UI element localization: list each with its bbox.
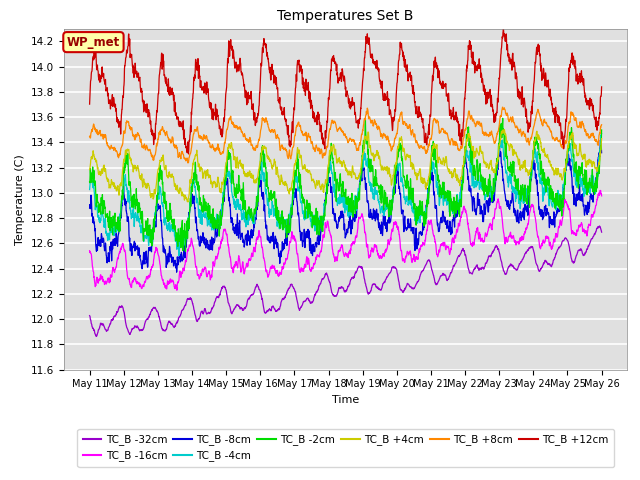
TC_B -8cm bbox=[596, 137, 604, 143]
Line: TC_B -8cm: TC_B -8cm bbox=[90, 140, 602, 272]
TC_B -2cm bbox=[598, 127, 605, 133]
TC_B -4cm bbox=[175, 253, 183, 259]
TC_B -2cm bbox=[567, 136, 575, 142]
Text: WP_met: WP_met bbox=[67, 36, 120, 48]
X-axis label: Time: Time bbox=[332, 395, 359, 405]
TC_B -16cm bbox=[494, 196, 502, 202]
TC_B -2cm bbox=[228, 168, 236, 173]
TC_B +8cm bbox=[228, 120, 236, 125]
TC_B +4cm bbox=[598, 136, 605, 142]
TC_B +8cm bbox=[360, 117, 368, 123]
TC_B +12cm bbox=[185, 151, 193, 157]
TC_B -32cm bbox=[228, 309, 236, 315]
TC_B -8cm bbox=[173, 269, 180, 275]
TC_B +8cm bbox=[86, 133, 93, 139]
TC_B +12cm bbox=[372, 62, 380, 68]
TC_B -32cm bbox=[567, 253, 575, 259]
Legend: TC_B -32cm, TC_B -16cm, TC_B -8cm, TC_B -4cm, TC_B -2cm, TC_B +4cm, TC_B +8cm, T: TC_B -32cm, TC_B -16cm, TC_B -8cm, TC_B … bbox=[77, 429, 614, 467]
TC_B -2cm bbox=[360, 146, 368, 152]
TC_B -4cm bbox=[567, 145, 575, 151]
TC_B -8cm bbox=[228, 222, 236, 228]
TC_B +4cm bbox=[184, 199, 192, 205]
Line: TC_B +8cm: TC_B +8cm bbox=[90, 107, 602, 163]
TC_B +8cm bbox=[494, 128, 502, 134]
Line: TC_B -2cm: TC_B -2cm bbox=[90, 118, 602, 252]
TC_B +4cm bbox=[86, 167, 93, 172]
TC_B +12cm bbox=[228, 48, 236, 53]
Line: TC_B -32cm: TC_B -32cm bbox=[90, 226, 602, 336]
TC_B +8cm bbox=[499, 104, 506, 110]
Line: TC_B -16cm: TC_B -16cm bbox=[90, 191, 602, 290]
TC_B -32cm bbox=[494, 246, 502, 252]
TC_B -4cm bbox=[598, 131, 605, 136]
TC_B -2cm bbox=[553, 193, 561, 199]
TC_B +12cm bbox=[567, 58, 575, 63]
TC_B -2cm bbox=[86, 179, 93, 185]
TC_B -4cm bbox=[228, 194, 236, 200]
TC_B +4cm bbox=[553, 170, 561, 176]
TC_B -2cm bbox=[494, 153, 502, 158]
TC_B -8cm bbox=[567, 163, 575, 168]
TC_B +4cm bbox=[228, 147, 236, 153]
TC_B -8cm bbox=[86, 205, 93, 211]
TC_B +12cm bbox=[553, 113, 561, 119]
TC_B +12cm bbox=[598, 84, 605, 90]
TC_B -4cm bbox=[372, 186, 380, 192]
TC_B +12cm bbox=[86, 101, 93, 107]
TC_B -8cm bbox=[553, 212, 561, 218]
TC_B -2cm bbox=[499, 115, 506, 121]
TC_B +8cm bbox=[184, 160, 192, 166]
Line: TC_B +4cm: TC_B +4cm bbox=[90, 130, 602, 202]
TC_B +8cm bbox=[553, 136, 561, 142]
TC_B -16cm bbox=[598, 193, 605, 199]
TC_B +4cm bbox=[372, 154, 380, 160]
TC_B -2cm bbox=[182, 249, 189, 254]
TC_B -4cm bbox=[86, 187, 93, 192]
TC_B +8cm bbox=[567, 109, 575, 115]
TC_B -32cm bbox=[553, 250, 561, 255]
TC_B -16cm bbox=[372, 244, 380, 250]
TC_B -16cm bbox=[86, 248, 93, 253]
TC_B -16cm bbox=[360, 222, 368, 228]
TC_B +4cm bbox=[494, 154, 502, 159]
TC_B -16cm bbox=[553, 232, 561, 238]
TC_B +12cm bbox=[494, 94, 502, 100]
TC_B -32cm bbox=[598, 229, 605, 235]
TC_B -16cm bbox=[173, 288, 180, 293]
TC_B -32cm bbox=[360, 276, 368, 281]
TC_B -8cm bbox=[360, 168, 368, 174]
TC_B +4cm bbox=[360, 138, 368, 144]
TC_B -32cm bbox=[372, 282, 380, 288]
TC_B -4cm bbox=[553, 204, 561, 210]
TC_B -32cm bbox=[92, 334, 100, 339]
TC_B -8cm bbox=[372, 218, 380, 224]
TC_B +12cm bbox=[360, 58, 368, 64]
TC_B -16cm bbox=[596, 188, 604, 193]
TC_B -32cm bbox=[86, 313, 93, 319]
TC_B -8cm bbox=[598, 150, 605, 156]
TC_B +4cm bbox=[567, 135, 575, 141]
TC_B -4cm bbox=[360, 151, 368, 157]
TC_B -16cm bbox=[228, 267, 236, 273]
Y-axis label: Temperature (C): Temperature (C) bbox=[15, 154, 26, 245]
TC_B +8cm bbox=[372, 120, 380, 126]
TC_B +4cm bbox=[500, 127, 508, 132]
TC_B -16cm bbox=[567, 221, 575, 227]
Line: TC_B +12cm: TC_B +12cm bbox=[90, 28, 602, 154]
TC_B -32cm bbox=[596, 223, 604, 229]
Line: TC_B -4cm: TC_B -4cm bbox=[90, 133, 602, 256]
TC_B -8cm bbox=[494, 163, 502, 168]
Title: Temperatures Set B: Temperatures Set B bbox=[277, 10, 414, 24]
TC_B -2cm bbox=[372, 177, 380, 182]
TC_B +8cm bbox=[598, 122, 605, 128]
TC_B -4cm bbox=[494, 154, 502, 160]
TC_B +12cm bbox=[500, 25, 508, 31]
